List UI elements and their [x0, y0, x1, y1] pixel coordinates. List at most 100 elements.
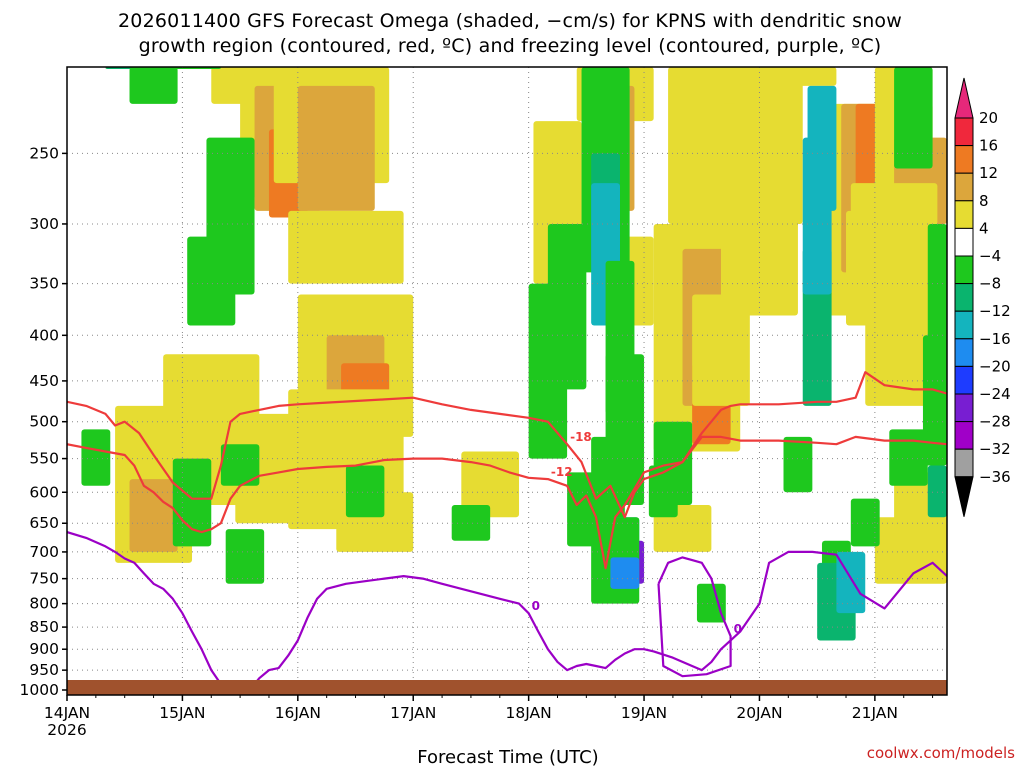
colorbar-tick-label: 16	[979, 137, 998, 155]
colorbar-band	[954, 117, 974, 147]
omega-cell	[850, 498, 880, 547]
x-tick-label: 14JAN	[44, 704, 90, 722]
contour-label: 0	[734, 622, 742, 636]
omega-cell	[783, 436, 813, 493]
colorbar-tick-label: −36	[979, 468, 1011, 486]
chart-title-line2: growth region (contoured, red, ºC) and f…	[139, 35, 882, 57]
colorbar-band	[954, 448, 974, 478]
omega-cell	[735, 67, 803, 224]
colorbar-tick-label: −12	[979, 302, 1011, 320]
omega-shading	[81, 67, 947, 641]
colorbar-band	[954, 393, 974, 423]
y-tick-label: 450	[29, 372, 59, 390]
credit-text: coolwx.com/models	[867, 744, 1015, 762]
x-tick-label: 18JAN	[506, 704, 552, 722]
y-tick-label: 250	[29, 144, 59, 162]
omega-cell	[297, 85, 375, 211]
x-tick-label: 2026	[47, 721, 86, 739]
y-tick-label: 750	[29, 570, 59, 588]
omega-cell	[220, 444, 260, 486]
omega-cell	[547, 223, 587, 390]
omega-cell	[129, 479, 178, 552]
colorbar-tick-label: −16	[979, 330, 1011, 348]
contour-line	[67, 371, 947, 519]
contour-line	[657, 556, 732, 678]
omega-cell	[81, 429, 111, 486]
omega-cell	[451, 504, 491, 541]
colorbar-band	[954, 421, 974, 450]
omega-cell	[610, 557, 640, 589]
colorbar-tick-label: 8	[979, 192, 989, 210]
omega-cell	[889, 429, 928, 486]
x-tick-label: 17JAN	[390, 704, 436, 722]
omega-cell	[922, 335, 947, 466]
y-tick-label: 1000	[20, 681, 59, 699]
colorbar-bottom-arrow	[954, 476, 974, 517]
colorbar-band	[954, 200, 974, 229]
omega-cell	[894, 67, 933, 169]
y-tick-label: 550	[29, 450, 59, 468]
y-axis: 250 300 350 400 450 500 550 600 650 700 750 800 850 9…	[20, 144, 67, 699]
contour-label: -18	[570, 430, 592, 444]
omega-cell	[172, 458, 212, 547]
grid-lines	[67, 67, 947, 695]
y-tick-label: 300	[29, 215, 59, 233]
omega-cell	[696, 583, 726, 623]
colorbar-tick-label: 4	[979, 219, 989, 237]
y-tick-label: 850	[29, 618, 59, 636]
colorbar-band	[954, 145, 974, 174]
y-tick-label: 400	[29, 326, 59, 344]
colorbar-band	[954, 338, 974, 367]
omega-cell	[850, 183, 938, 261]
x-tick-label: 15JAN	[159, 704, 205, 722]
omega-cell	[461, 451, 520, 518]
plot-area: -18 -12 0 0	[67, 67, 947, 695]
contour-lines: -18 -12 0 0	[67, 371, 947, 695]
colorbar: 20 16 12 8 4 −4 −8 −12 −16 −20 −24 −28 −32 −36	[954, 77, 1011, 517]
colorbar-tick-label: −8	[979, 275, 1001, 293]
y-tick-label: 600	[29, 483, 59, 501]
omega-cell	[648, 465, 678, 518]
colorbar-tick-label: −20	[979, 357, 1011, 375]
y-tick-label: 700	[29, 543, 59, 561]
y-tick-label: 800	[29, 595, 59, 613]
colorbar-tick-label: −28	[979, 413, 1011, 431]
contour-label: 0	[532, 599, 540, 613]
x-tick-label: 19JAN	[621, 704, 667, 722]
contour-line	[67, 435, 947, 570]
x-axis-title: Forecast Time (UTC)	[417, 747, 598, 768]
omega-cell	[807, 85, 837, 211]
omega-cell	[235, 413, 303, 524]
contour-line	[67, 531, 947, 695]
contour-label: -12	[551, 465, 573, 479]
colorbar-band	[954, 255, 974, 285]
ground-surface	[67, 680, 947, 695]
omega-cell	[288, 210, 404, 284]
colorbar-band	[954, 172, 974, 202]
colorbar-tick-label: 12	[979, 164, 998, 182]
omega-cell	[345, 465, 385, 518]
x-tick-label: 16JAN	[275, 704, 321, 722]
chart-title-line1: 2026011400 GFS Forecast Omega (shaded, −…	[118, 10, 902, 32]
colorbar-top-arrow	[954, 77, 974, 119]
y-tick-label: 500	[29, 413, 59, 431]
colorbar-band	[954, 310, 974, 340]
omega-cell	[927, 465, 947, 518]
colorbar-tick-label: −32	[979, 440, 1011, 458]
y-tick-label: 950	[29, 661, 59, 679]
x-tick-label: 20JAN	[736, 704, 782, 722]
omega-cell	[591, 436, 621, 493]
colorbar-tick-label: −24	[979, 385, 1011, 403]
y-tick-label: 350	[29, 275, 59, 293]
colorbar-band	[954, 283, 974, 312]
colorbar-band	[954, 365, 974, 395]
colorbar-tick-label: −4	[979, 247, 1001, 265]
omega-cell	[668, 67, 736, 224]
x-tick-label: 21JAN	[852, 704, 898, 722]
y-tick-label: 650	[29, 514, 59, 532]
omega-cell	[740, 67, 837, 86]
colorbar-band	[954, 227, 974, 257]
omega-cell	[692, 294, 750, 406]
